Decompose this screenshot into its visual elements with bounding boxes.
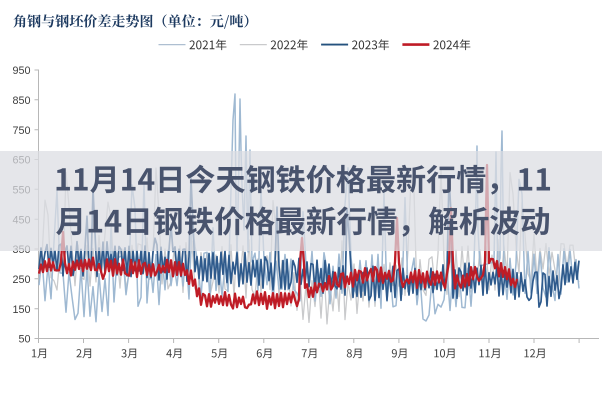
svg-text:50: 50 xyxy=(18,334,30,346)
svg-text:150: 150 xyxy=(12,304,30,316)
svg-text:250: 250 xyxy=(12,274,30,286)
svg-text:950: 950 xyxy=(12,65,30,77)
svg-text:750: 750 xyxy=(12,125,30,137)
svg-text:850: 850 xyxy=(12,95,30,107)
